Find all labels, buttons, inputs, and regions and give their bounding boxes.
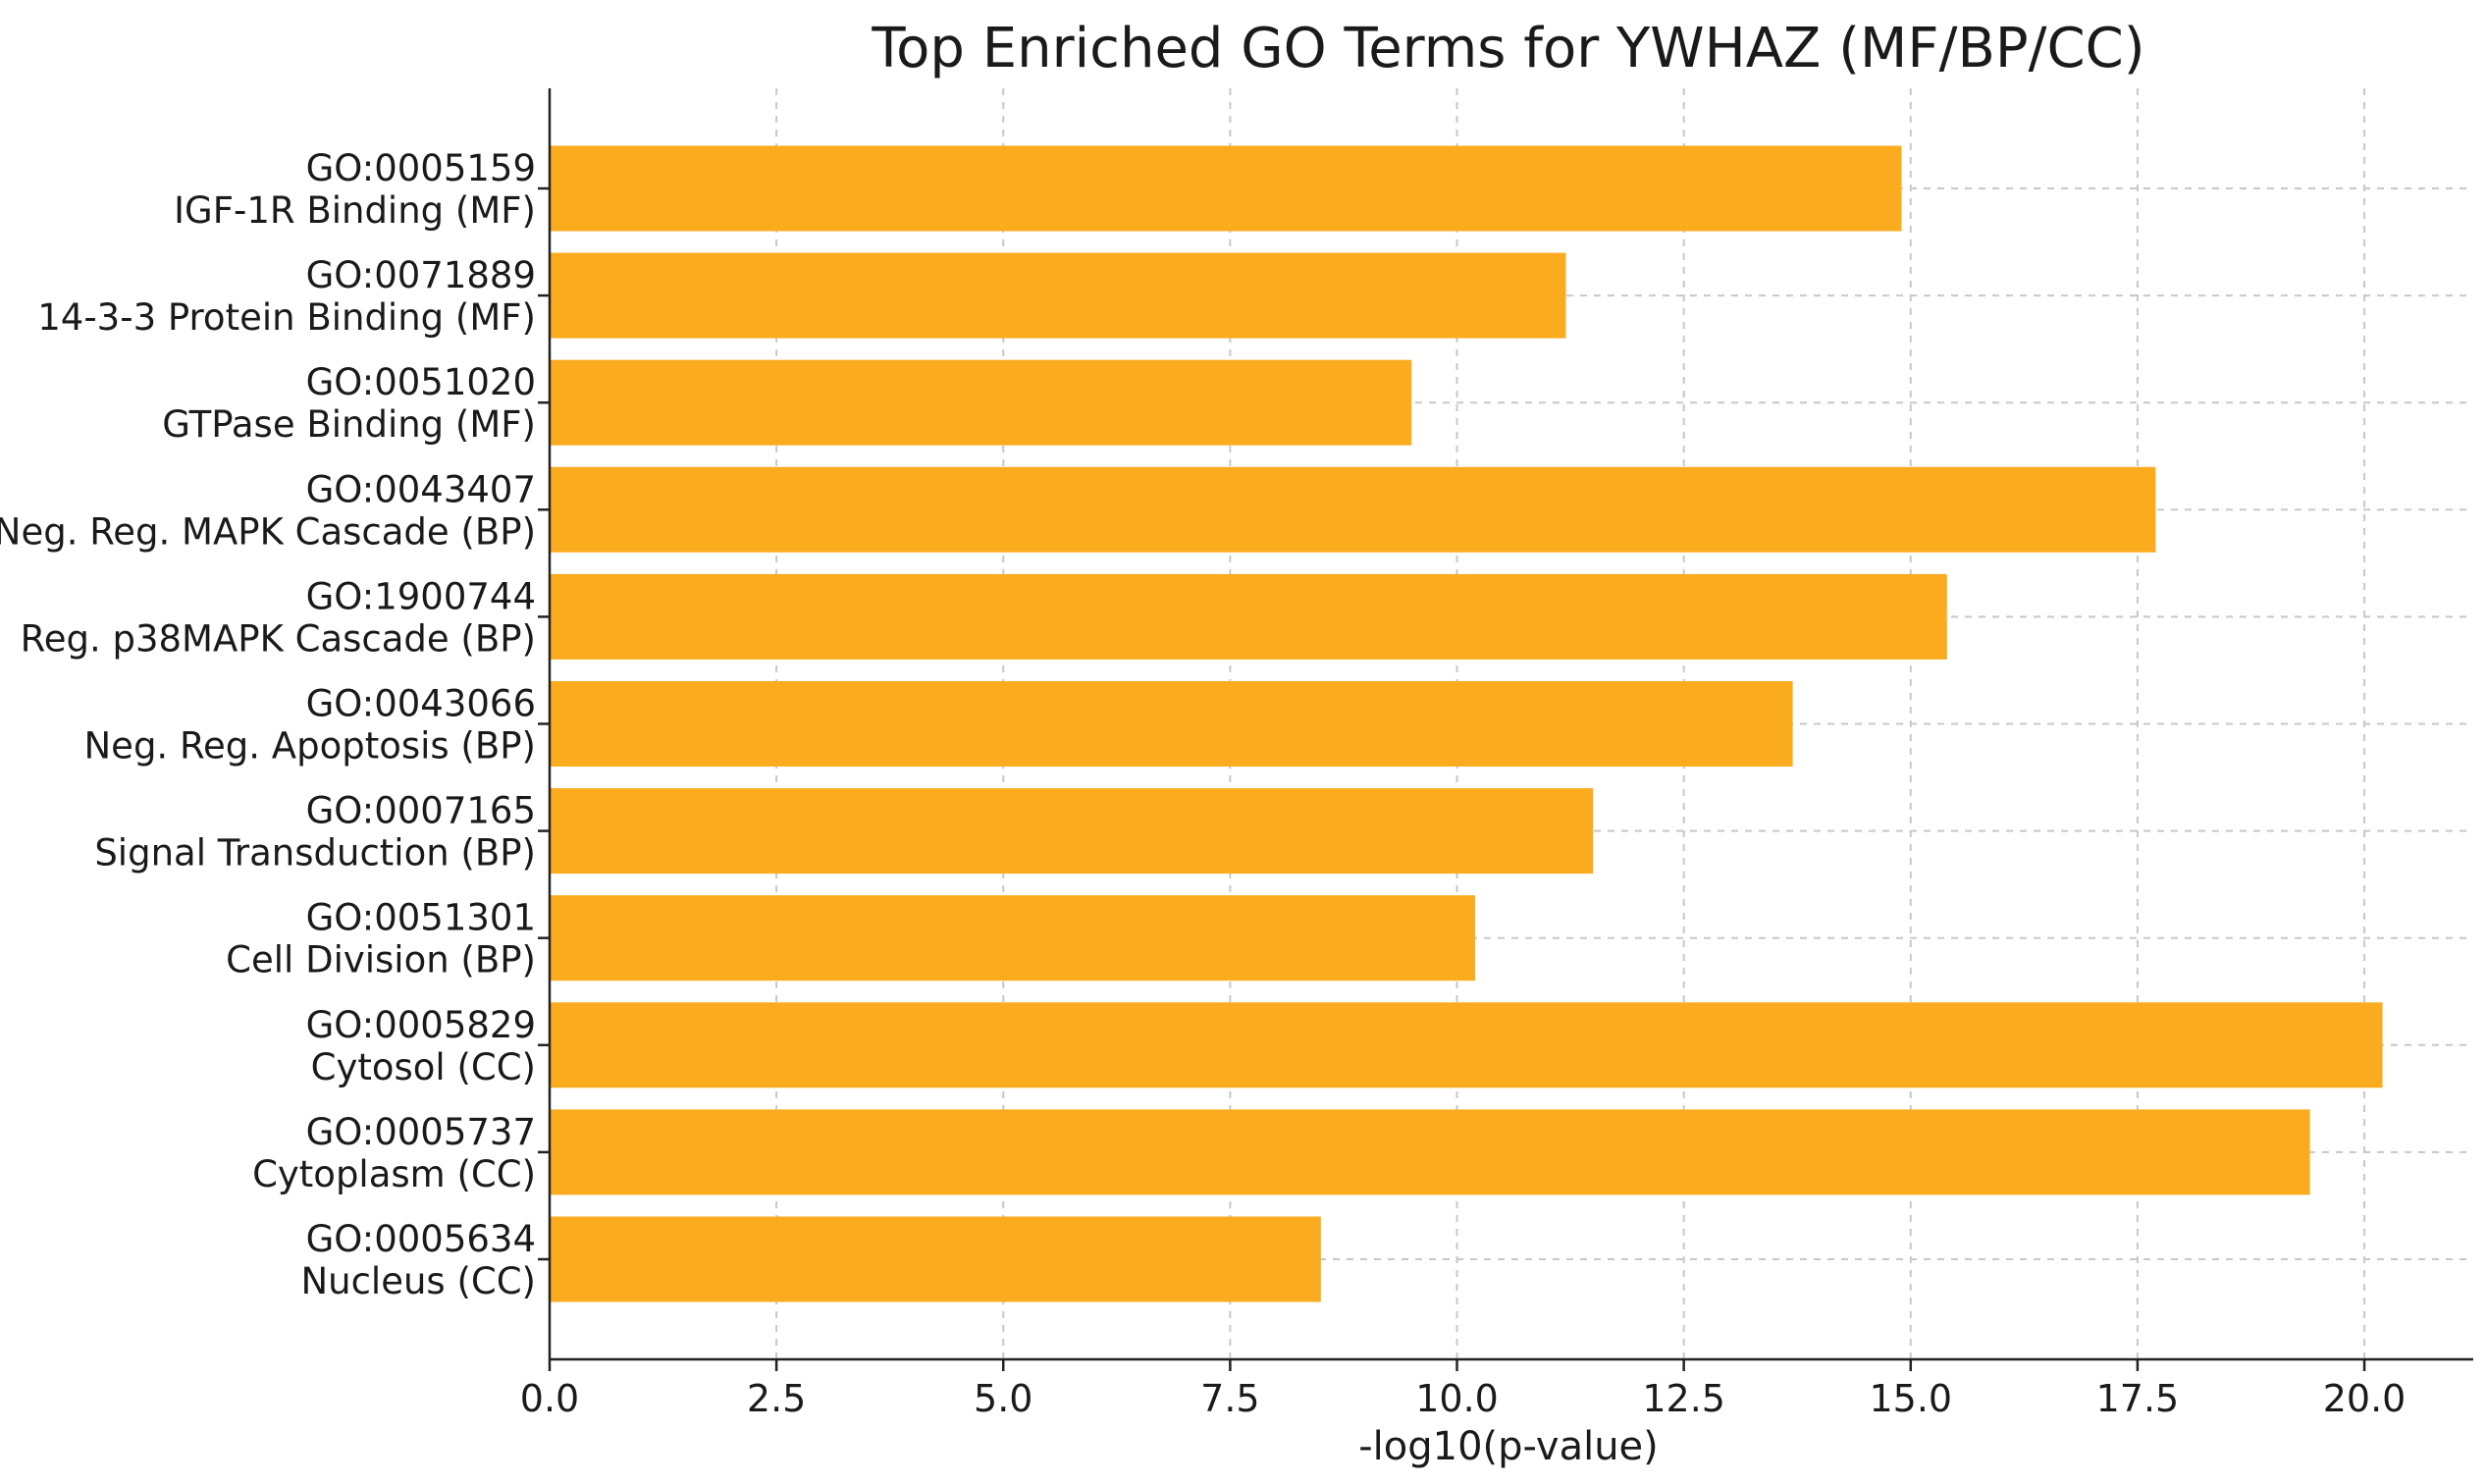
bar xyxy=(550,252,1566,339)
y-tick-label-term: Reg. p38MAPK Cascade (BP) xyxy=(21,617,536,660)
y-tick-label-term: Cytoplasm (CC) xyxy=(252,1153,536,1195)
x-tick-label: 12.5 xyxy=(1642,1377,1725,1420)
x-tick-label: 15.0 xyxy=(1869,1377,1952,1420)
axes xyxy=(538,88,2473,1371)
y-tick-label-term: IGF-1R Binding (MF) xyxy=(174,189,536,232)
chart-title: Top Enriched GO Terms for YWHAZ (MF/BP/C… xyxy=(871,17,2144,80)
y-tick-label-id: GO:0005829 xyxy=(306,1004,536,1046)
x-tick-label: 0.0 xyxy=(520,1377,579,1420)
y-tick-label-id: GO:0043407 xyxy=(306,468,536,510)
y-tick-label-id: GO:0007165 xyxy=(306,790,536,832)
y-tick-label-id: GO:0071889 xyxy=(306,254,536,296)
bars xyxy=(550,145,2383,1302)
y-tick-label-term: GTPase Binding (MF) xyxy=(162,403,536,446)
y-tick-label-term: Cell Division (BP) xyxy=(226,939,536,981)
x-tick-label: 7.5 xyxy=(1200,1377,1259,1420)
x-tick-label: 17.5 xyxy=(2096,1377,2180,1420)
y-tick-label-term: 14-3-3 Protein Binding (MF) xyxy=(37,296,536,339)
bar xyxy=(550,895,1476,981)
x-tick-label: 5.0 xyxy=(974,1377,1032,1420)
x-tick-label: 20.0 xyxy=(2323,1377,2407,1420)
y-tick-label-term: Signal Transduction (BP) xyxy=(94,832,536,874)
y-tick-label-id: GO:0051020 xyxy=(306,361,536,403)
bar xyxy=(550,1109,2310,1195)
y-tick-label-term: Neg. Reg. Apoptosis (BP) xyxy=(84,725,537,768)
bar xyxy=(550,466,2156,553)
y-tick-label-term: Nucleus (CC) xyxy=(300,1260,536,1302)
bar xyxy=(550,681,1793,767)
bar xyxy=(550,359,1412,446)
bar xyxy=(550,788,1594,874)
y-tick-label-term: Cytosol (CC) xyxy=(311,1046,536,1088)
y-tick-label-id: GO:1900744 xyxy=(306,575,536,617)
bar xyxy=(550,1216,1321,1302)
y-tick-label-id: GO:0043066 xyxy=(306,683,536,725)
x-tick-labels: 0.0 2.5 5.0 7.5 10.0 12.5 15.0 17.5 20.0 xyxy=(520,1377,2407,1420)
x-axis-label: -log10(p-value) xyxy=(1358,1424,1659,1469)
y-tick-label-id: GO:0005737 xyxy=(306,1111,536,1153)
y-tick-label-id: GO:0005634 xyxy=(306,1218,536,1260)
x-tick-label: 2.5 xyxy=(747,1377,806,1420)
x-tick-label: 10.0 xyxy=(1415,1377,1499,1420)
bar xyxy=(550,145,1902,232)
bar xyxy=(550,1002,2383,1088)
bar xyxy=(550,573,1947,660)
y-tick-label-term: Neg. Reg. MAPK Cascade (BP) xyxy=(0,510,536,553)
y-tick-label-id: GO:0005159 xyxy=(306,147,536,189)
y-tick-label-id: GO:0051301 xyxy=(306,897,536,939)
